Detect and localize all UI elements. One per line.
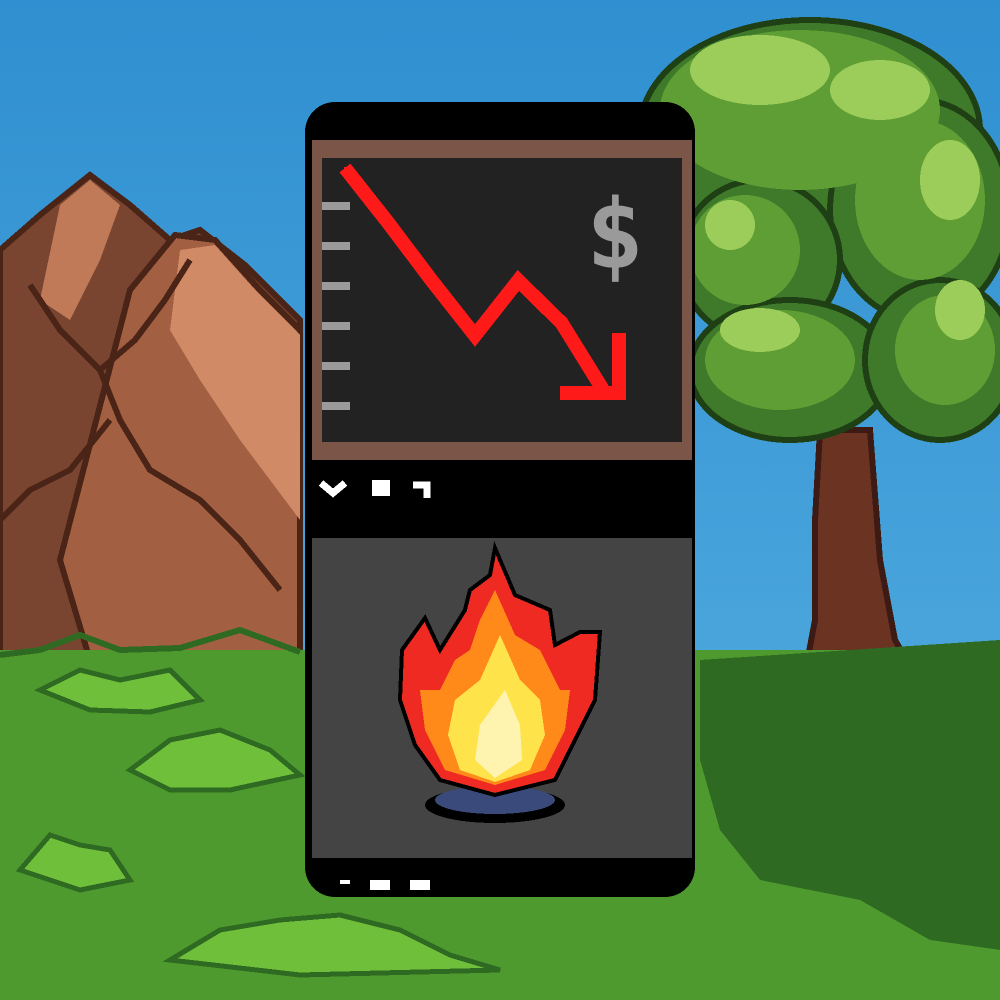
mountain-crack-2	[97, 368, 283, 592]
chart-point	[474, 334, 476, 337]
chart-y-tick	[322, 322, 350, 330]
chart-arrowhead	[560, 333, 626, 400]
grass-tuft-2	[125, 727, 306, 793]
mountain-highlight	[170, 245, 300, 520]
chart-y-tick	[322, 202, 350, 210]
chart-y-tick	[322, 402, 350, 410]
chart-y-ticks	[322, 202, 350, 410]
chart-point	[430, 279, 433, 282]
square-icon	[370, 880, 390, 890]
square-icon	[372, 480, 390, 496]
fire-core-flame	[475, 690, 522, 778]
chart-y-tick	[322, 242, 350, 250]
corner-icon	[413, 481, 431, 498]
status-indicators-top	[318, 480, 431, 498]
mountain-crack-3	[0, 418, 113, 523]
mountain-highlight-left	[40, 180, 120, 320]
grass-tuft-1	[33, 667, 205, 715]
chart-point	[517, 279, 520, 282]
fire-icon	[397, 541, 603, 823]
dash-icon	[340, 880, 350, 884]
tree	[637, 17, 1000, 755]
mountain-crack	[27, 258, 193, 375]
trading-device: $	[305, 102, 695, 897]
grass-tuft-4	[162, 912, 501, 978]
chart-line	[339, 163, 626, 400]
chart-point	[560, 322, 563, 324]
tree-canopy	[637, 17, 1000, 443]
chart-y-tick	[322, 362, 350, 370]
mountains	[0, 171, 303, 663]
chart-point	[344, 167, 346, 169]
chart-point	[387, 222, 390, 224]
square-icon	[410, 880, 430, 890]
grass-edge	[0, 626, 302, 658]
status-indicators-bottom	[340, 880, 430, 890]
chart-y-tick	[322, 282, 350, 290]
chevron-down-icon	[318, 480, 348, 498]
dollar-sign-icon: $	[586, 179, 644, 291]
grass-tuft-3	[15, 832, 135, 893]
grass-shadow	[700, 640, 1000, 950]
